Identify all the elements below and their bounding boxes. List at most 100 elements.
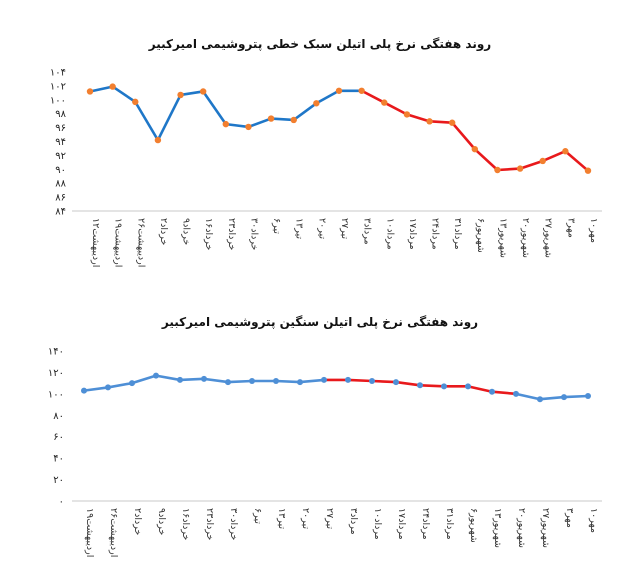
- chart-1-y-tick-label: ۸۸: [55, 179, 66, 190]
- chart-1-line-segment: [360, 89, 386, 104]
- chart-1-x-tick-label: ۲۰تیر: [316, 218, 327, 239]
- chart-1-line-segment: [156, 93, 182, 142]
- chart-1-x-tick-label: ۹خرداد: [181, 218, 192, 245]
- chart-1-line-segment: [496, 167, 522, 172]
- chart-2-y-tick-label: ۲۰: [53, 475, 64, 486]
- chart-1-x-tick-label: ۱۲اردیبهشت: [90, 218, 101, 267]
- chart-1-data-point: [313, 100, 320, 107]
- chart-2-y-tick-label: ۱۰۰: [48, 389, 64, 400]
- chart-1-x-tick-label: ۶شهریور: [475, 218, 486, 253]
- chart-1-line-segment: [315, 89, 341, 105]
- chart-2-x-tick-label: ۱۳شهریور: [492, 508, 503, 548]
- chart-1-x-tick-label: ۲خرداد: [158, 218, 169, 245]
- chart-1-data-point: [132, 98, 139, 106]
- chart-1-x-tick-label: ۳۱مرداد: [452, 218, 463, 250]
- chart-2-y-tick-label: ۰: [59, 497, 64, 508]
- chart-2-line-segment: [274, 379, 302, 384]
- chart-1-x-tick-label: ۱۷مرداد: [407, 218, 418, 250]
- chart-2-x-tick-label: ۳مهر: [564, 508, 575, 528]
- chart-2-data-point: [465, 383, 471, 390]
- chart-1-y-tick-label: ۹۲: [55, 151, 66, 162]
- chart-1-x-tick-label: ۲۳خرداد: [226, 218, 237, 251]
- chart-1-x-tick-label: ۳مهر: [565, 218, 576, 238]
- chart-1-x-tick-label: ۱۰مهر: [588, 218, 599, 243]
- chart-2-data-point: [513, 390, 519, 397]
- chart-2-line-segment: [394, 380, 422, 387]
- chart-2-data-point: [489, 388, 495, 395]
- chart-2-y-tick-label: ۱۲۰: [48, 368, 64, 379]
- chart-2-x-tick-label: ۱۹اردیبهشت: [84, 508, 95, 557]
- chart-1-data-point: [448, 119, 456, 126]
- chart-2-data-point: [249, 378, 255, 384]
- chart-1-data-point: [222, 120, 230, 128]
- chart-1-y-tick-label: ۹۴: [55, 137, 66, 148]
- chart-2-y-tick-label: ۴۰: [53, 454, 64, 465]
- chart-1-data-point: [267, 115, 275, 122]
- chart-2-y-tick-label: ۱۴۰: [48, 347, 64, 358]
- chart-2-line-segment: [538, 395, 566, 401]
- chart-1-data-point: [539, 157, 546, 165]
- chart-1-data-point: [426, 118, 433, 125]
- chart-2-data-point: [129, 380, 135, 387]
- chart-2-data-point: [273, 378, 279, 384]
- chart-2-x-tick-label: ۲۷شهریور: [540, 508, 551, 548]
- chart-1-x-tick-label: ۶تیر: [271, 218, 282, 234]
- chart-1-data-point: [86, 88, 94, 95]
- chart-1-line-segment: [269, 117, 296, 122]
- chart-1-title: روند هفتگی نرخ پلی اتیلن سبک خطی پتروشیم…: [148, 37, 491, 52]
- chart-1-x-tick-label: ۳مرداد: [362, 218, 373, 245]
- chart-2-data-point: [393, 379, 399, 386]
- chart-2-x-tick-label: ۲۶اردیبهشت: [108, 508, 119, 557]
- chart-2-data-point: [369, 378, 375, 384]
- chart-2-x-tick-label: ۱۶خرداد: [180, 508, 191, 541]
- chart-2-line-segment: [418, 383, 446, 388]
- chart-2-data-point: [225, 379, 231, 386]
- chart-1-data-point: [335, 87, 343, 94]
- chart-2-x-tick-label: ۲۷تیر: [324, 508, 335, 529]
- chart-1-line-segment: [292, 101, 318, 122]
- chart-2-plot: ۰ ۲۰ ۴۰ ۶۰ ۸۰ ۱۰۰ ۱۲۰ ۱۴۰ ۱۹اردیبهشت ۲۶اردیبهشت ۲خ…: [48, 347, 602, 557]
- chart-1-line-segment: [111, 85, 137, 104]
- chart-1-line-segment: [224, 122, 250, 129]
- chart-2-y-tick-label: ۶۰: [53, 432, 64, 443]
- chart-1-line-segment: [201, 90, 228, 126]
- chart-1-line-segment: [382, 101, 409, 116]
- chart-2-x-tick-label: ۱۰مهر: [588, 508, 599, 533]
- chart-2-data-point: [297, 379, 303, 386]
- chart-2-x-tick-label: ۳مرداد: [348, 508, 359, 535]
- chart-1-x-tick-label: ۱۰مرداد: [384, 218, 395, 250]
- chart-2-line-segment: [178, 377, 206, 382]
- chart-2-data-point: [321, 376, 327, 383]
- chart-1-line-segment: [473, 147, 499, 172]
- chart-1-data-point: [290, 116, 297, 124]
- chart-2-x-tick-label: ۱۳تیر: [276, 508, 287, 529]
- chart-1-line-segment: [450, 121, 477, 151]
- chart-2-line-segment: [490, 390, 518, 396]
- chart-1-x-tick-label: ۳۰خرداد: [248, 218, 259, 251]
- chart-2-data-point: [537, 396, 543, 403]
- chart-1-data-point: [584, 167, 592, 174]
- chart-2-data-point: [417, 382, 423, 389]
- chart-1-data-point: [109, 83, 116, 90]
- chart-1-y-tick-label: ۱۰۴: [50, 68, 66, 79]
- chart-2-line-segment: [154, 374, 182, 382]
- chart-1-x-tick-label: ۲۰شهریور: [520, 218, 531, 258]
- chart-2-data-point: [201, 375, 207, 382]
- chart-1-data-point: [494, 166, 501, 174]
- chart-1-data-point: [471, 145, 479, 153]
- chart-2-y-tick-label: ۸۰: [53, 411, 64, 422]
- chart-2-line-segment: [562, 394, 590, 399]
- chart-1-data-point: [562, 148, 569, 155]
- chart-1-y-tick-label: ۱۰۰: [50, 95, 66, 106]
- chart-1-y-tick-label: ۹۶: [55, 123, 66, 134]
- chart-1-x-tick-label: ۲۴مرداد: [430, 218, 441, 250]
- chart-2-line-segment: [466, 385, 494, 394]
- chart-2-line-segment: [346, 378, 374, 383]
- chart-2-data-point: [177, 376, 183, 383]
- chart-1-line-segment: [179, 90, 205, 97]
- chart-1-y-tick-label: ۸۶: [55, 193, 66, 204]
- chart-1-data-point: [516, 165, 524, 172]
- chart-1-line-segment: [247, 117, 273, 129]
